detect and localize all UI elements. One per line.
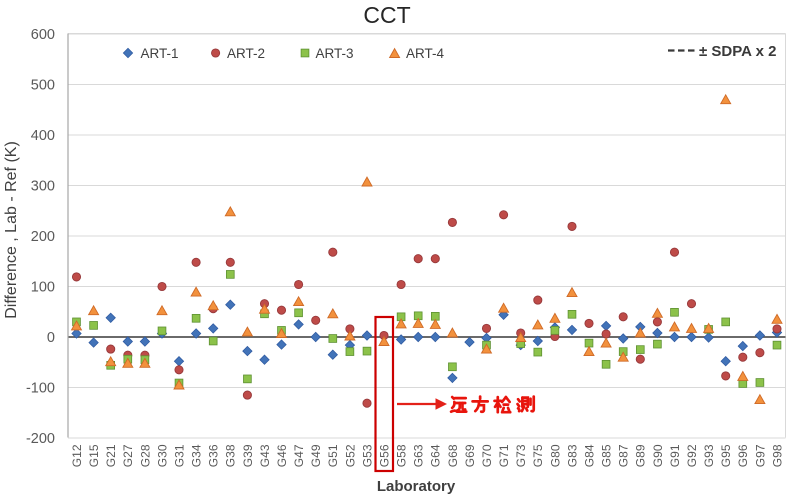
svg-text:200: 200 — [31, 229, 55, 245]
svg-text:G87: G87 — [617, 444, 631, 467]
svg-text:G85: G85 — [600, 444, 614, 467]
svg-text:G63: G63 — [412, 444, 426, 467]
svg-text:± SDPA x 2: ± SDPA x 2 — [699, 43, 776, 60]
svg-text:G95: G95 — [719, 444, 733, 467]
svg-text:G28: G28 — [138, 444, 152, 467]
svg-text:500: 500 — [31, 78, 55, 94]
svg-text:100: 100 — [31, 280, 55, 296]
svg-text:G83: G83 — [565, 444, 579, 467]
svg-text:G92: G92 — [685, 444, 699, 467]
svg-text:G53: G53 — [360, 444, 374, 467]
svg-text:G31: G31 — [172, 444, 186, 467]
svg-text:G90: G90 — [651, 444, 665, 467]
svg-text:G97: G97 — [753, 444, 767, 467]
svg-text:G49: G49 — [309, 444, 323, 467]
svg-text:G98: G98 — [770, 444, 784, 467]
svg-text:G93: G93 — [702, 444, 716, 467]
svg-text:G56: G56 — [377, 444, 391, 467]
svg-text:G80: G80 — [548, 444, 562, 467]
svg-text:G38: G38 — [224, 444, 238, 467]
svg-text:G21: G21 — [104, 444, 118, 467]
svg-text:G64: G64 — [429, 444, 443, 467]
svg-text:G12: G12 — [70, 444, 84, 467]
svg-text:G68: G68 — [446, 444, 460, 467]
svg-text:G30: G30 — [155, 444, 169, 467]
svg-text:G91: G91 — [668, 444, 682, 467]
svg-text:600: 600 — [31, 27, 55, 43]
svg-text:G96: G96 — [736, 444, 750, 467]
svg-text:Laboratory: Laboratory — [377, 478, 456, 495]
svg-text:G52: G52 — [343, 444, 357, 467]
svg-text:G70: G70 — [480, 444, 494, 467]
svg-text:G58: G58 — [395, 444, 409, 467]
svg-text:G84: G84 — [582, 444, 596, 467]
svg-text:G75: G75 — [531, 444, 545, 467]
svg-text:G43: G43 — [258, 444, 272, 467]
svg-text:ART-2: ART-2 — [227, 46, 265, 61]
svg-text:400: 400 — [31, 128, 55, 144]
svg-text:G27: G27 — [121, 444, 135, 467]
svg-text:G47: G47 — [292, 444, 306, 467]
svg-text:G39: G39 — [241, 444, 255, 467]
svg-text:0: 0 — [47, 330, 55, 346]
svg-text:G89: G89 — [634, 444, 648, 467]
svg-text:G51: G51 — [326, 444, 340, 467]
svg-text:G36: G36 — [207, 444, 221, 467]
svg-text:-200: -200 — [26, 431, 55, 447]
svg-text:G73: G73 — [514, 444, 528, 467]
svg-text:G34: G34 — [190, 444, 204, 467]
svg-text:-100: -100 — [26, 381, 55, 397]
svg-text:G46: G46 — [275, 444, 289, 467]
svg-text:G15: G15 — [87, 444, 101, 467]
svg-text:ART-3: ART-3 — [316, 46, 354, 61]
svg-text:G69: G69 — [463, 444, 477, 467]
svg-text:G71: G71 — [497, 444, 511, 467]
svg-text:CCT: CCT — [363, 2, 410, 28]
svg-text:Difference , Lab - Ref (K): Difference , Lab - Ref (K) — [3, 141, 20, 319]
svg-text:300: 300 — [31, 179, 55, 195]
svg-text:ART-4: ART-4 — [406, 46, 445, 61]
svg-text:ART-1: ART-1 — [141, 46, 179, 61]
